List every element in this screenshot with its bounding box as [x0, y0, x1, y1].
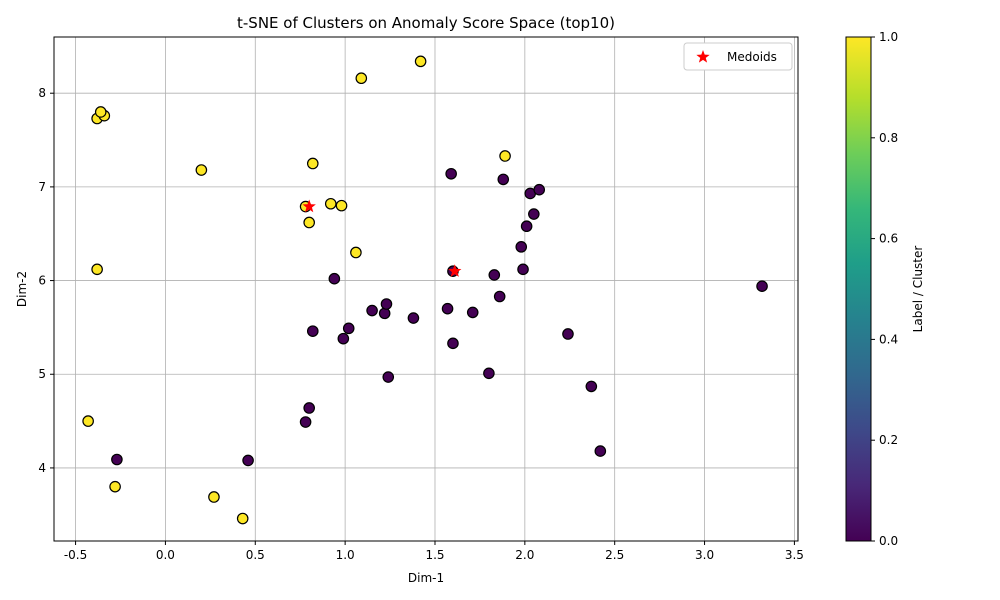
data-point [328, 272, 341, 285]
data-point [493, 290, 506, 303]
medoid-markers [302, 199, 462, 277]
data-point [488, 269, 501, 281]
data-point [499, 150, 511, 162]
data-point [382, 371, 395, 383]
colorbar-label: Label / Cluster [911, 246, 925, 333]
legend-entry-medoids: Medoids [727, 50, 777, 64]
data-point [306, 325, 319, 337]
chart-title: t-SNE of Clusters on Anomaly Score Space… [237, 14, 615, 32]
data-point [520, 220, 533, 233]
data-point [306, 157, 319, 170]
data-point [585, 380, 598, 393]
data-point [445, 167, 457, 180]
data-point [236, 512, 249, 525]
data-point [350, 246, 362, 259]
x-tick-label: 1.5 [425, 548, 444, 562]
plot-frame [53, 36, 799, 542]
colorbar-tick-label: 1.0 [879, 30, 898, 44]
data-point [528, 208, 540, 220]
x-tick-label: 0.0 [156, 548, 175, 562]
data-point [756, 280, 768, 292]
legend-medoid-star-icon [696, 50, 710, 63]
data-point [441, 302, 454, 315]
data-point [299, 416, 312, 428]
y-tick-label: 4 [38, 461, 46, 475]
data-point [447, 337, 459, 350]
data-point [533, 183, 546, 196]
y-axis-label: Dim-2 [15, 271, 29, 307]
data-point [335, 199, 348, 212]
data-point [380, 298, 393, 310]
data-point [303, 402, 315, 414]
y-tick-label: 7 [38, 180, 46, 194]
data-point [517, 263, 529, 276]
legend: Medoids [683, 42, 793, 71]
medoid-marker [302, 199, 316, 213]
data-point [91, 263, 103, 276]
colorbar-gradient [845, 36, 872, 542]
y-axis-ticks: 4 5 6 7 8 [38, 86, 54, 475]
y-tick-label: 6 [38, 274, 46, 288]
colorbar-tick-label: 0.2 [879, 433, 898, 447]
data-point [324, 197, 337, 210]
y-tick-label: 5 [38, 367, 46, 381]
colorbar-tick-label: 0.8 [879, 131, 898, 145]
x-axis-ticks: -0.5 0.0 0.5 1.0 1.5 2.0 2.5 3.0 3.5 [64, 541, 804, 562]
data-point [483, 367, 495, 380]
x-tick-label: 3.0 [695, 548, 714, 562]
data-point [378, 307, 391, 320]
data-point [195, 164, 208, 176]
x-axis-label: Dim-1 [408, 571, 444, 585]
data-point [414, 55, 427, 68]
data-point [208, 491, 220, 503]
colorbar-ticks: 0.0 0.2 0.4 0.6 0.8 1.0 [871, 30, 898, 548]
x-tick-label: 2.0 [515, 548, 534, 562]
colorbar: 0.0 0.2 0.4 0.6 0.8 1.0 Label / Cluster [845, 30, 925, 548]
data-points [82, 55, 768, 525]
x-tick-label: 1.0 [336, 548, 355, 562]
data-point [515, 241, 528, 253]
x-tick-label: -0.5 [64, 548, 87, 562]
data-point [111, 453, 123, 466]
data-point [594, 445, 607, 457]
data-point [466, 306, 479, 319]
colorbar-tick-label: 0.0 [879, 534, 898, 548]
medoid-marker [448, 264, 462, 277]
colorbar-tick-label: 0.6 [879, 232, 898, 246]
data-point [366, 304, 378, 317]
data-point [82, 415, 94, 427]
data-point [497, 173, 510, 186]
data-point [355, 72, 368, 85]
data-point [242, 454, 254, 467]
grid-lines [54, 37, 798, 541]
data-point [94, 106, 107, 118]
data-point [337, 332, 350, 345]
data-point [109, 480, 121, 493]
x-tick-label: 2.5 [605, 548, 624, 562]
legend-box [683, 42, 793, 71]
colorbar-tick-label: 0.4 [879, 332, 898, 346]
data-point [342, 322, 355, 335]
data-point [562, 328, 574, 340]
y-tick-label: 8 [38, 86, 46, 100]
data-point [407, 312, 420, 324]
x-tick-label: 3.5 [785, 548, 804, 562]
x-tick-label: 0.5 [246, 548, 265, 562]
data-point [303, 216, 315, 229]
